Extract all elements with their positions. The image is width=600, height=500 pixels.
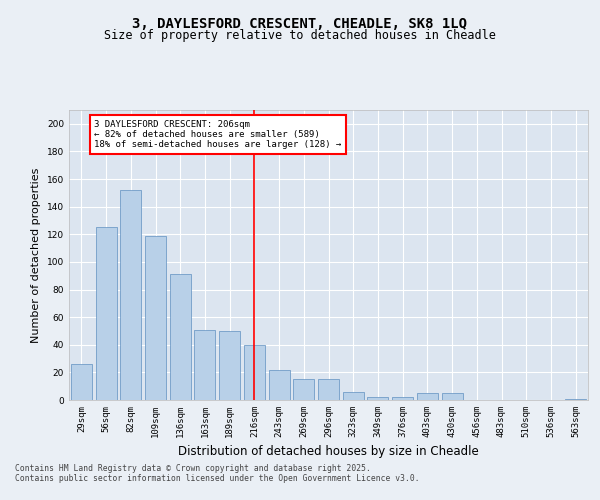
Bar [244, 345, 265, 400]
Text: Size of property relative to detached houses in Cheadle: Size of property relative to detached ho… [104, 29, 496, 42]
Bar [367, 397, 388, 400]
Bar [194, 330, 215, 400]
Bar [269, 370, 290, 400]
Bar [95, 228, 116, 400]
Bar [442, 393, 463, 400]
Text: 3 DAYLESFORD CRESCENT: 206sqm
← 82% of detached houses are smaller (589)
18% of : 3 DAYLESFORD CRESCENT: 206sqm ← 82% of d… [94, 120, 341, 150]
Bar [219, 331, 240, 400]
Bar [392, 397, 413, 400]
Bar [120, 190, 141, 400]
Text: Contains HM Land Registry data © Crown copyright and database right 2025.: Contains HM Land Registry data © Crown c… [15, 464, 371, 473]
Bar [343, 392, 364, 400]
Text: 3, DAYLESFORD CRESCENT, CHEADLE, SK8 1LQ: 3, DAYLESFORD CRESCENT, CHEADLE, SK8 1LQ [133, 18, 467, 32]
Bar [145, 236, 166, 400]
Y-axis label: Number of detached properties: Number of detached properties [31, 168, 41, 342]
Bar [293, 380, 314, 400]
Text: Contains public sector information licensed under the Open Government Licence v3: Contains public sector information licen… [15, 474, 419, 483]
Bar [71, 364, 92, 400]
Bar [417, 393, 438, 400]
Bar [565, 398, 586, 400]
X-axis label: Distribution of detached houses by size in Cheadle: Distribution of detached houses by size … [178, 446, 479, 458]
Bar [170, 274, 191, 400]
Bar [318, 380, 339, 400]
